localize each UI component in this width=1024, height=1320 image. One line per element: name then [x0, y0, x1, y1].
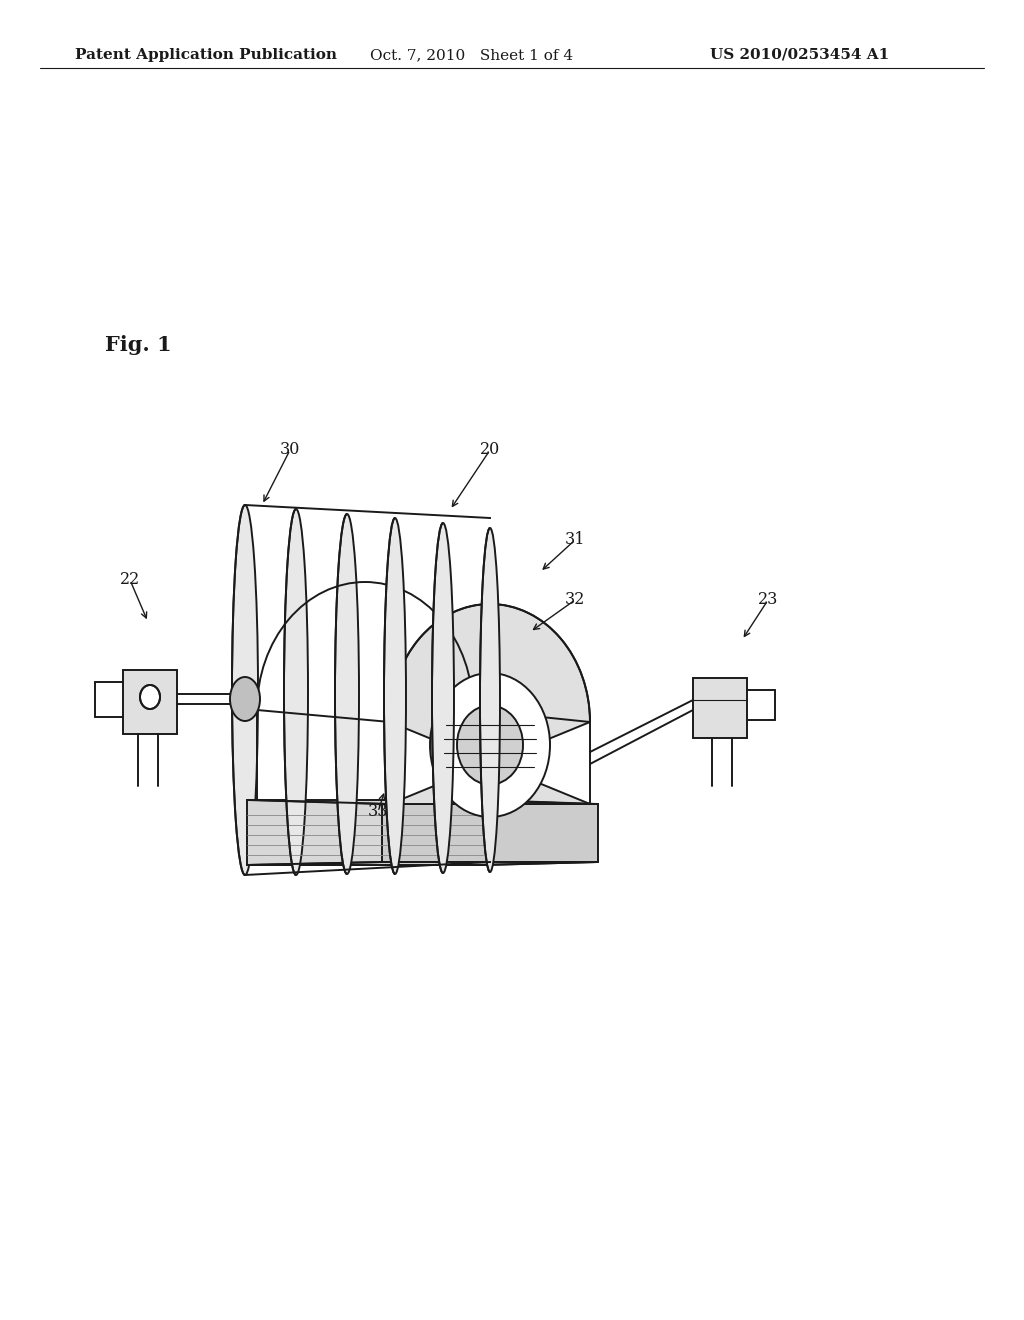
Text: 22: 22	[120, 572, 140, 589]
Polygon shape	[123, 671, 177, 734]
Text: Fig. 1: Fig. 1	[105, 335, 172, 355]
Ellipse shape	[430, 673, 550, 817]
Polygon shape	[247, 800, 483, 865]
Text: 32: 32	[565, 591, 585, 609]
Text: 20: 20	[480, 441, 500, 458]
Ellipse shape	[230, 677, 260, 721]
Ellipse shape	[140, 685, 160, 709]
Polygon shape	[247, 862, 598, 865]
Ellipse shape	[384, 517, 406, 874]
Polygon shape	[693, 678, 746, 738]
Ellipse shape	[284, 510, 308, 875]
Text: 31: 31	[565, 532, 586, 549]
Polygon shape	[390, 605, 590, 804]
Polygon shape	[382, 804, 598, 862]
Ellipse shape	[457, 705, 523, 784]
Ellipse shape	[432, 523, 454, 873]
Ellipse shape	[480, 528, 500, 873]
Ellipse shape	[335, 513, 359, 874]
Text: Patent Application Publication: Patent Application Publication	[75, 48, 337, 62]
Text: US 2010/0253454 A1: US 2010/0253454 A1	[710, 48, 889, 62]
Text: 23: 23	[758, 591, 778, 609]
Text: 30: 30	[280, 441, 300, 458]
Text: 33: 33	[368, 804, 388, 821]
Text: Oct. 7, 2010   Sheet 1 of 4: Oct. 7, 2010 Sheet 1 of 4	[370, 48, 573, 62]
Ellipse shape	[232, 506, 258, 875]
